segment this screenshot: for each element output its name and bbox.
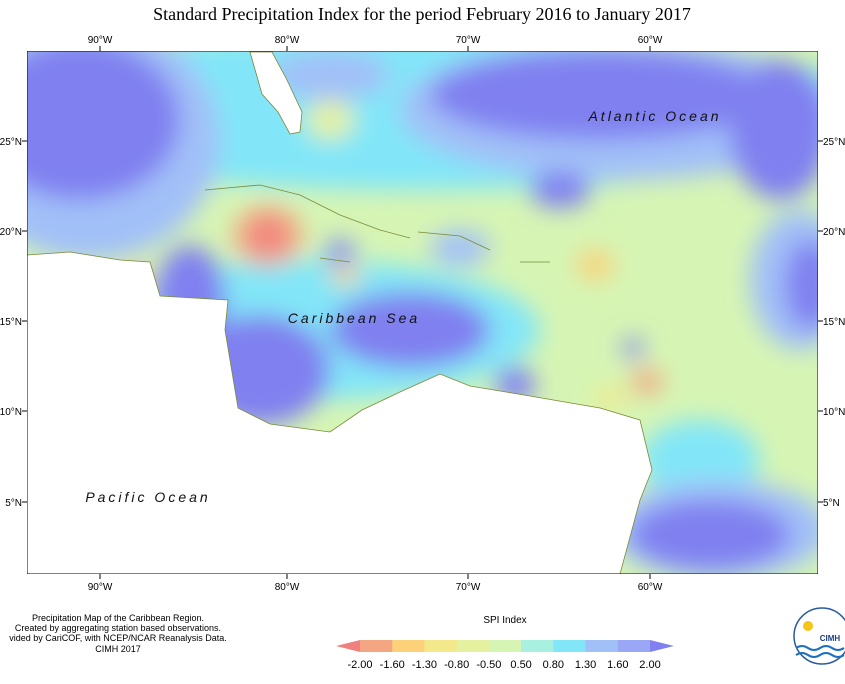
- ocean-label: Atlantic Ocean: [587, 108, 721, 124]
- logo-text: CIMH: [820, 634, 841, 643]
- legend-swatch: [617, 640, 651, 652]
- legend: -2.00 -1.60 -1.30 -0.80 -0.50 0.50 0.80 1.30 1.6…: [336, 640, 674, 671]
- graticule-labels: 90°W 80°W 70°W 60°W 90°W 80°W 70°W 60°W 25°N 20°N…: [0, 35, 845, 593]
- logo: CIMH: [793, 607, 845, 665]
- legend-swatch: [456, 640, 490, 652]
- legend-swatch: [488, 640, 522, 652]
- spi-map: [27, 51, 818, 574]
- legend-swatch: [650, 640, 674, 652]
- lon-label: 70°W: [456, 35, 481, 46]
- lat-label: 15°N: [823, 317, 845, 328]
- legend-label: -0.80: [444, 659, 469, 671]
- credits: Precipitation Map of the Caribbean Regio…: [9, 613, 227, 654]
- legend-swatch: [424, 640, 458, 652]
- ocean-label: Pacific Ocean: [85, 489, 210, 505]
- lon-label: 60°W: [638, 35, 663, 46]
- lon-label: 70°W: [456, 582, 481, 593]
- lat-label: 5°N: [5, 498, 22, 509]
- lat-label: 25°N: [0, 137, 22, 148]
- ocean-label: Caribbean Sea: [288, 310, 420, 326]
- credit-line: vided by CariCOF, with NCEP/NCAR Reanaly…: [9, 633, 227, 643]
- lat-label: 20°N: [823, 227, 845, 238]
- legend-swatch: [392, 640, 425, 652]
- credit-line: Created by aggregating station based obs…: [15, 623, 221, 633]
- legend-swatch: [553, 640, 587, 652]
- lat-label: 25°N: [823, 137, 845, 148]
- legend-swatch: [336, 640, 360, 652]
- legend-label: 1.60: [607, 659, 628, 671]
- lat-label: 10°N: [823, 407, 845, 418]
- lat-label: 10°N: [0, 407, 22, 418]
- legend-swatch: [585, 640, 619, 652]
- legend-label: -2.00: [347, 659, 372, 671]
- lat-label: 5°N: [823, 498, 840, 509]
- legend-title: SPI Index: [483, 615, 526, 626]
- legend-label: -1.30: [412, 659, 437, 671]
- lon-label: 80°W: [275, 582, 300, 593]
- title: Standard Precipitation Index for the per…: [153, 4, 691, 24]
- lat-label: 20°N: [0, 227, 22, 238]
- lon-label: 90°W: [88, 582, 113, 593]
- legend-label: 2.00: [639, 659, 660, 671]
- legend-label: 0.80: [543, 659, 564, 671]
- lat-label: 15°N: [0, 317, 22, 328]
- legend-label: 0.50: [510, 659, 531, 671]
- legend-swatch: [360, 640, 393, 652]
- credit-line: CIMH 2017: [95, 644, 141, 654]
- legend-label: -0.50: [476, 659, 501, 671]
- legend-swatch: [521, 640, 554, 652]
- legend-label: 1.30: [575, 659, 596, 671]
- legend-label: -1.60: [380, 659, 405, 671]
- lon-label: 60°W: [638, 582, 663, 593]
- lon-label: 90°W: [88, 35, 113, 46]
- credit-line: Precipitation Map of the Caribbean Regio…: [32, 613, 204, 623]
- lon-label: 80°W: [275, 35, 300, 46]
